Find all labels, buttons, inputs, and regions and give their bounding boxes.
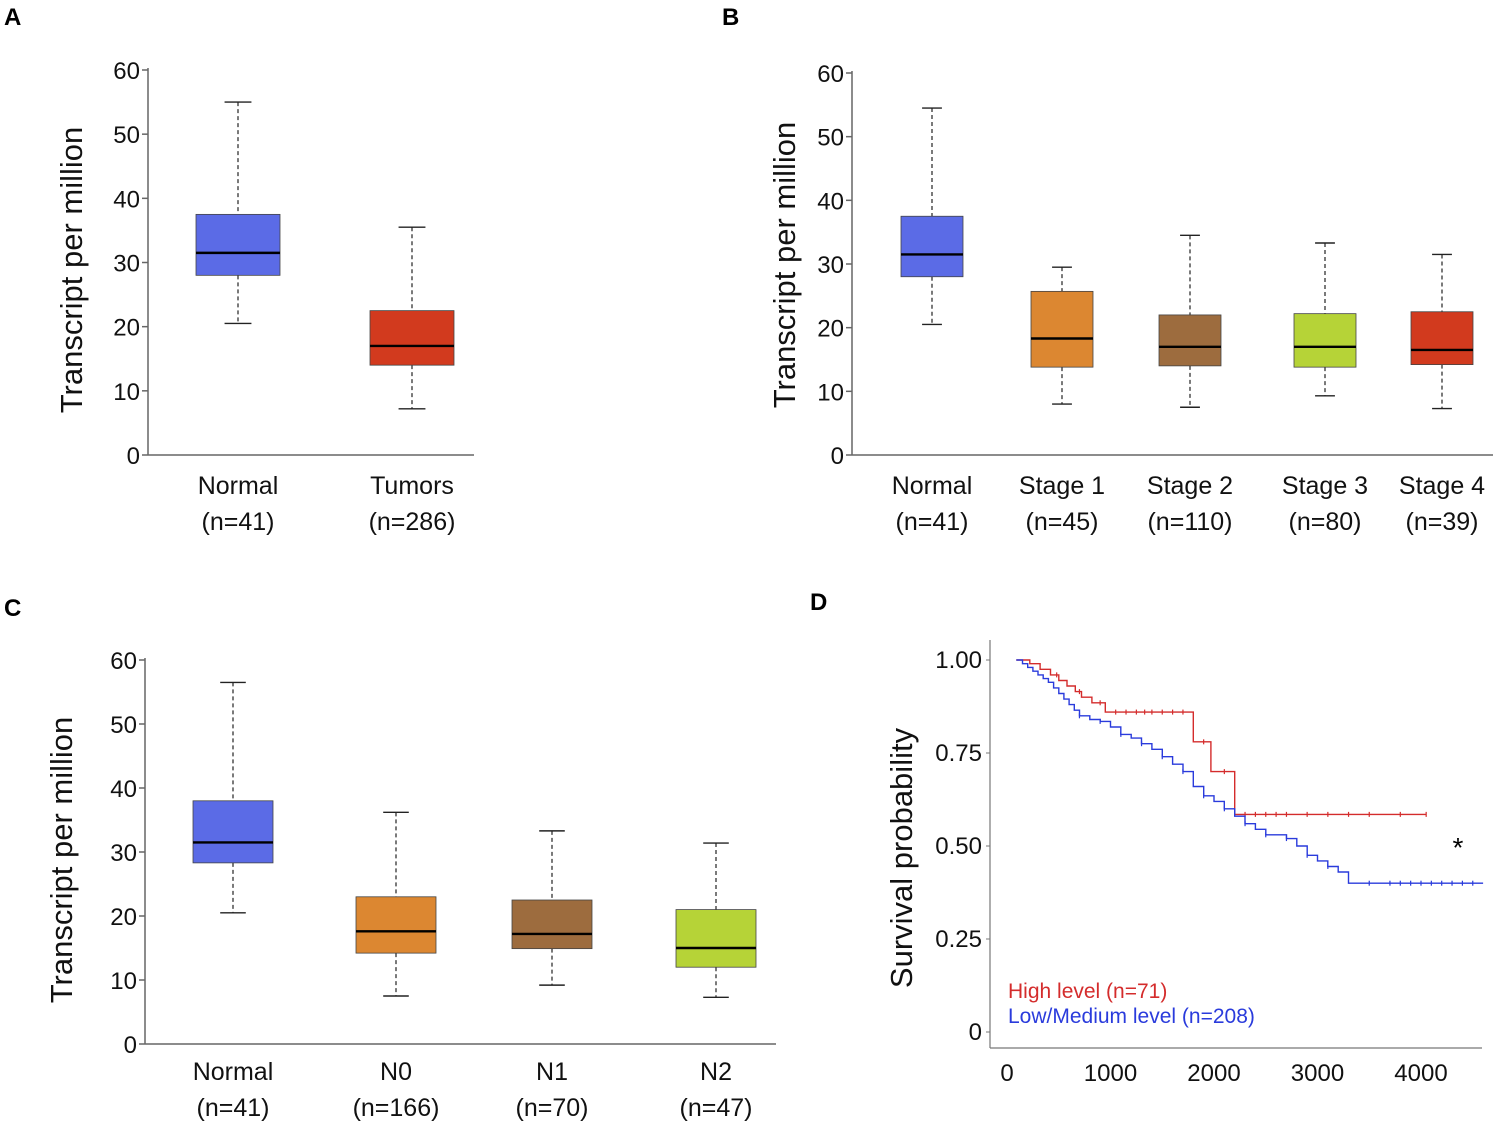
box-0: [195, 213, 281, 276]
category-label: Stage 2: [1147, 472, 1233, 500]
category-label: Tumors: [370, 472, 454, 500]
y-tick-label: 0: [831, 443, 844, 470]
y-tick-label: 0: [969, 1019, 982, 1046]
y-axis-title: Transcript per million: [767, 122, 802, 409]
box-3: [675, 909, 757, 968]
y-tick-label: 10: [110, 968, 137, 995]
box-1: [369, 310, 455, 366]
category-label: Stage 1: [1019, 472, 1105, 500]
category-count-label: (n=166): [353, 1094, 440, 1122]
y-tick-label: 20: [817, 316, 844, 343]
y-tick-label: 20: [113, 315, 140, 342]
category-count-label: (n=41): [202, 508, 275, 536]
y-tick-label: 50: [110, 712, 137, 739]
panel-letter-c: C: [4, 595, 21, 622]
legend-entry: Low/Medium level (n=208): [1008, 1005, 1255, 1028]
y-tick-label: 40: [113, 186, 140, 213]
legend-entry: High level (n=71): [1008, 980, 1167, 1003]
category-label: Stage 3: [1282, 472, 1368, 500]
x-tick-label: 1000: [1084, 1060, 1137, 1087]
y-tick-label: 30: [113, 251, 140, 278]
boxplot-panel-b: 0 10 20 30 40 50 60 Transcript per million Norma…: [767, 61, 1493, 536]
y-tick-label: 60: [110, 648, 137, 675]
box-2: [511, 899, 593, 950]
box-0: [900, 215, 964, 278]
x-tick-label: 3000: [1291, 1060, 1344, 1087]
x-tick-label: 4000: [1394, 1060, 1447, 1087]
y-tick-label: 30: [110, 840, 137, 867]
x-tick-label: 2000: [1187, 1060, 1240, 1087]
panel-letter-b: B: [722, 4, 739, 31]
y-axis-title: Transcript per million: [54, 127, 89, 414]
y-tick-label: 0.25: [935, 926, 982, 953]
category-count-label: (n=80): [1289, 508, 1362, 536]
y-tick-label: 0: [124, 1032, 137, 1059]
box-1: [1030, 290, 1094, 368]
y-tick-label: 60: [113, 58, 140, 85]
survival-curve-low: [1016, 659, 1484, 884]
y-tick-label: 50: [817, 125, 844, 152]
box-2: [1158, 314, 1222, 367]
y-tick-label: 0: [127, 443, 140, 470]
category-label: Stage 4: [1399, 472, 1485, 500]
category-count-label: (n=41): [896, 508, 969, 536]
panel-letter-a: A: [4, 4, 21, 31]
category-label: Normal: [892, 472, 973, 500]
category-count-label: (n=41): [197, 1094, 270, 1122]
box-4: [1410, 311, 1474, 365]
survival-panel-d: 0 0.25 0.50 0.75 1.00 0 1000 2000 3000 4000 Surviv…: [884, 640, 1484, 1087]
y-tick-label: 0.75: [935, 740, 982, 767]
category-count-label: (n=39): [1406, 508, 1479, 536]
y-tick-label: 10: [113, 379, 140, 406]
category-label: N0: [380, 1058, 412, 1086]
y-tick-label: 40: [817, 188, 844, 215]
y-tick-label: 60: [817, 61, 844, 88]
y-tick-label: 10: [817, 379, 844, 406]
y-tick-label: 40: [110, 776, 137, 803]
x-tick-label: 0: [1000, 1060, 1013, 1087]
panel-letter-d: D: [810, 589, 827, 616]
category-count-label: (n=45): [1026, 508, 1099, 536]
box-1: [355, 896, 437, 954]
y-axis-title: Survival probability: [884, 727, 919, 988]
category-count-label: (n=286): [369, 508, 456, 536]
box-0: [192, 800, 274, 864]
significance-marker: *: [1453, 832, 1464, 863]
y-tick-label: 30: [817, 252, 844, 279]
category-count-label: (n=47): [680, 1094, 753, 1122]
box-3: [1293, 313, 1357, 368]
y-tick-label: 1.00: [935, 647, 982, 674]
survival-curve-high: [1016, 659, 1427, 816]
y-tick-label: 50: [113, 122, 140, 149]
category-label: Normal: [193, 1058, 274, 1086]
y-tick-label: 0.50: [935, 833, 982, 860]
category-label: Normal: [198, 472, 279, 500]
boxplot-panel-a: 0 10 20 30 40 50 60 Transcript per million Norma…: [54, 58, 474, 536]
boxplot-panel-c: 0 10 20 30 40 50 60 Transcript per million Norma…: [44, 648, 776, 1122]
y-tick-label: 20: [110, 904, 137, 931]
y-axis-title: Transcript per million: [44, 717, 79, 1004]
category-label: N2: [700, 1058, 732, 1086]
category-count-label: (n=70): [516, 1094, 589, 1122]
category-label: N1: [536, 1058, 568, 1086]
category-count-label: (n=110): [1147, 508, 1232, 536]
